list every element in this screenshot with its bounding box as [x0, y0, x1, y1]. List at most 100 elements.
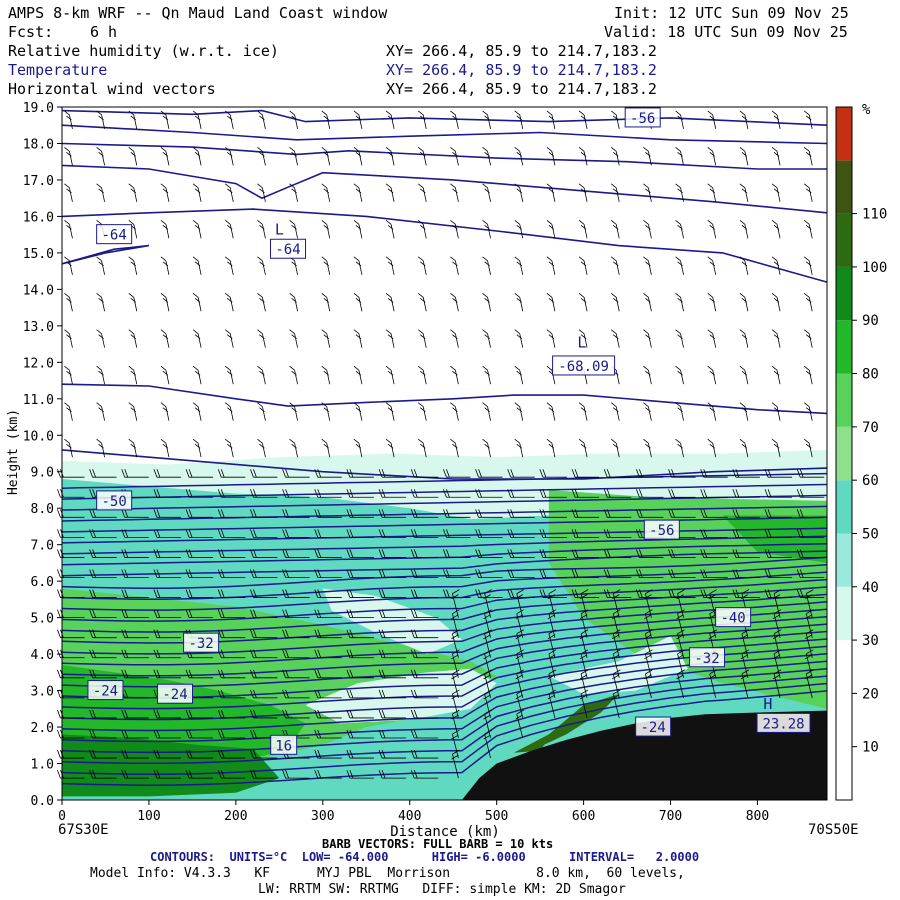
contour-label-box-12 [756, 712, 811, 733]
extremum-H-2: H [763, 695, 772, 713]
wind-barb-163 [250, 629, 278, 639]
wind-barb-577 [796, 469, 825, 478]
wind-barb-488 [668, 489, 696, 498]
wind-barb-342 [483, 649, 492, 678]
contour-label-box-5 [643, 519, 680, 540]
wind-barb-208 [314, 769, 342, 779]
temperature-contour-27 [61, 472, 828, 489]
wind-barb-574 [796, 529, 825, 538]
wind-barb-295 [410, 589, 439, 598]
wind-barb-393 [539, 589, 567, 598]
x-tick-label-3: 300 [311, 809, 334, 824]
wind-barb-71 [128, 329, 138, 348]
temperature-contour-12 [61, 601, 828, 655]
wind-barb-155 [225, 110, 234, 129]
wind-barb-339 [483, 709, 492, 739]
wind-barb-238 [346, 689, 374, 699]
wind-barb-557 [771, 402, 781, 421]
wind-barb-544 [772, 669, 782, 698]
y-tick-label-16: 16.0 [23, 210, 54, 225]
wind-barb-112 [185, 609, 214, 619]
wind-barb-35 [89, 589, 117, 598]
wind-barb-293 [410, 629, 439, 639]
wind-barb-68 [128, 438, 138, 458]
wind-barb-271 [378, 549, 407, 558]
wind-barb-353 [482, 438, 491, 458]
wind-barb-128 [192, 147, 202, 166]
wind-barb-263 [378, 709, 407, 719]
wind-barb-124 [192, 292, 202, 312]
wind-barb-226 [321, 365, 331, 385]
wind-barb-72 [128, 292, 138, 312]
temperature-contour-1 [61, 682, 828, 776]
wind-barb-304 [417, 365, 427, 385]
wind-barb-427 [578, 292, 588, 312]
wind-barb-391 [547, 609, 557, 638]
temperature-contour-upper-4 [61, 164, 828, 214]
wind-barb-480 [676, 629, 685, 658]
y-tick-label-11: 11.0 [23, 393, 54, 408]
contour-label-box-6 [715, 607, 752, 628]
wind-barb-185 [282, 709, 310, 719]
wind-barb-267 [378, 629, 407, 639]
wind-barb-149 [225, 329, 234, 348]
wind-barb-36 [89, 569, 117, 578]
wind-barb-186 [282, 689, 310, 699]
wind-barb-362 [482, 110, 491, 129]
wind-barb-131 [217, 749, 246, 759]
colorbar-unit: % [862, 102, 871, 118]
wind-barb-582 [803, 292, 813, 312]
wind-barb-383 [514, 219, 524, 239]
wind-barb-296 [410, 569, 439, 578]
wind-barb-340 [483, 689, 492, 719]
contour-label-4: -50 [102, 494, 127, 510]
wind-barb-573 [796, 549, 825, 558]
wind-barb-245 [346, 549, 374, 558]
y-tick-label-4: 4.0 [31, 648, 54, 663]
wind-barb-279 [385, 329, 395, 348]
wind-barb-424 [578, 402, 588, 421]
wind-barb-396 [539, 529, 567, 538]
y-tick-label-10: 10.0 [23, 429, 54, 444]
wind-barb-38 [89, 529, 117, 538]
wind-barb-174 [257, 365, 266, 385]
wind-barb-175 [257, 329, 266, 348]
wind-barb-450 [610, 292, 620, 312]
wind-barb-490 [675, 438, 684, 458]
wind-barb-236 [346, 729, 374, 739]
x-tick-label-4: 400 [398, 809, 421, 824]
wind-barb-306 [417, 292, 427, 312]
wind-barb-70 [128, 365, 138, 385]
wind-barb-196 [282, 489, 310, 498]
wind-barb-45 [96, 329, 105, 348]
wind-barb-289 [410, 709, 439, 719]
x-tick-label-5: 500 [485, 809, 508, 824]
wind-barb-51 [96, 110, 105, 129]
wind-barb-386 [514, 110, 524, 129]
wind-barb-218 [314, 569, 342, 578]
wind-barb-127 [192, 183, 202, 202]
wind-barb-499 [675, 110, 684, 129]
wind-barb-214 [314, 649, 342, 659]
wind-barb-34 [89, 609, 117, 619]
wind-barb-510 [700, 489, 728, 498]
wind-barb-106 [185, 729, 214, 739]
wind-barb-285 [385, 110, 395, 129]
colorbar-segment-5 [836, 480, 852, 534]
wind-barb-374 [507, 509, 535, 518]
wind-barb-466 [636, 489, 664, 498]
colorbar-label-8: 90 [862, 313, 879, 329]
wind-barb-350 [475, 509, 503, 518]
wind-barb-117 [185, 509, 214, 518]
temperature-contour-upper-6 [61, 124, 828, 145]
wind-barb-223 [314, 469, 342, 478]
x-tick-label-6: 600 [572, 809, 595, 824]
temperature-contour-20 [61, 542, 828, 566]
contour-label-12: 23.28 [762, 716, 804, 732]
y-tick-label-7: 7.0 [31, 539, 54, 554]
wind-barb-25 [64, 110, 73, 129]
wind-barb-134 [217, 689, 246, 699]
wind-barb-559 [771, 329, 781, 348]
wind-barb-575 [796, 509, 825, 518]
wind-barb-552 [764, 529, 793, 538]
